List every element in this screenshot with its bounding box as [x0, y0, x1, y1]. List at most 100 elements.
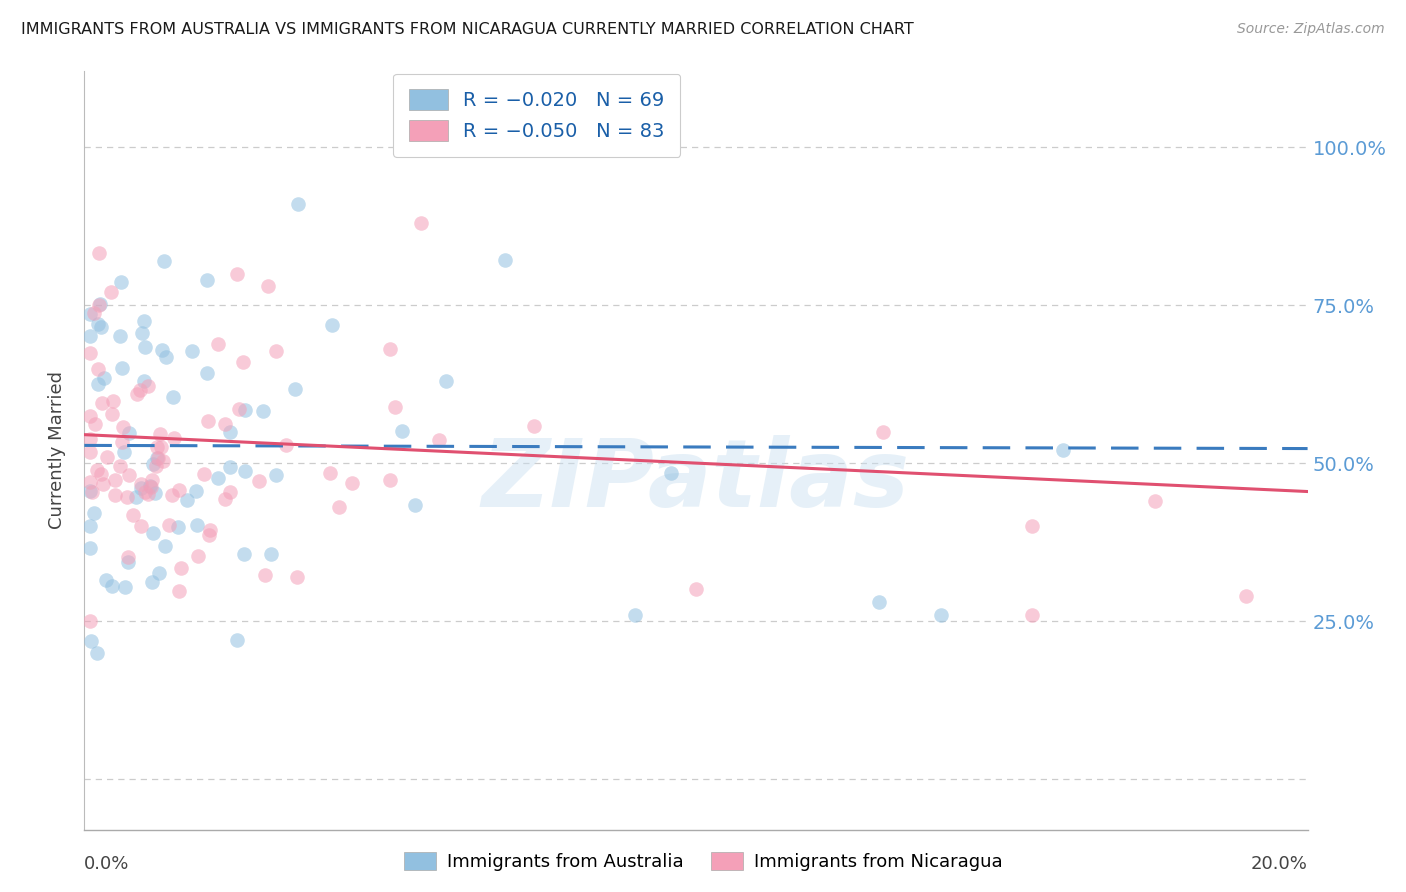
Point — [111, 361, 134, 376]
Point — [132, 375, 155, 389]
Point — [252, 404, 274, 418]
Point — [226, 633, 249, 648]
Point — [274, 438, 297, 452]
Point — [157, 518, 180, 533]
Point — [193, 467, 215, 481]
Point — [160, 488, 183, 502]
Point — [228, 402, 250, 417]
Point — [108, 459, 131, 474]
Legend: Immigrants from Australia, Immigrants from Nicaragua: Immigrants from Australia, Immigrants fr… — [396, 845, 1010, 879]
Point — [79, 445, 101, 459]
Point — [872, 425, 894, 439]
Point — [134, 313, 156, 327]
Point — [86, 376, 108, 391]
Point — [114, 580, 136, 594]
Point — [111, 419, 134, 434]
Point — [186, 517, 208, 532]
Y-axis label: Currently Married: Currently Married — [48, 371, 66, 530]
Point — [146, 450, 169, 465]
Point — [129, 481, 152, 495]
Point — [247, 474, 270, 488]
Point — [127, 387, 149, 401]
Point — [1236, 589, 1258, 603]
Point — [149, 426, 172, 441]
Point — [284, 382, 307, 396]
Point — [207, 471, 229, 485]
Point — [176, 493, 198, 508]
Point — [87, 246, 110, 260]
Point — [232, 355, 254, 369]
Point — [523, 419, 546, 434]
Point — [404, 498, 426, 512]
Point — [170, 561, 193, 575]
Point — [79, 614, 101, 628]
Point — [929, 607, 952, 622]
Point — [96, 450, 118, 464]
Point — [197, 415, 219, 429]
Point — [79, 519, 101, 533]
Point — [218, 460, 240, 475]
Text: 20.0%: 20.0% — [1251, 855, 1308, 873]
Point — [79, 345, 101, 359]
Point — [219, 484, 242, 499]
Point — [319, 466, 342, 480]
Point — [218, 425, 240, 439]
Point — [79, 432, 101, 446]
Point — [380, 343, 402, 357]
Point — [226, 267, 249, 281]
Point — [86, 463, 108, 477]
Point — [155, 539, 177, 553]
Point — [195, 273, 218, 287]
Text: Source: ZipAtlas.com: Source: ZipAtlas.com — [1237, 22, 1385, 37]
Point — [148, 566, 170, 580]
Point — [139, 480, 162, 494]
Point — [152, 454, 174, 468]
Point — [391, 424, 413, 438]
Point — [1021, 519, 1043, 533]
Point — [142, 526, 165, 541]
Point — [142, 457, 165, 471]
Point — [378, 473, 401, 487]
Point — [131, 326, 153, 340]
Point — [94, 573, 117, 587]
Point — [434, 374, 457, 388]
Point — [264, 468, 287, 483]
Point — [869, 595, 891, 609]
Point — [79, 634, 101, 648]
Point — [134, 340, 156, 354]
Text: 0.0%: 0.0% — [84, 855, 129, 873]
Point — [162, 390, 184, 404]
Point — [117, 467, 139, 482]
Point — [90, 319, 112, 334]
Point — [122, 508, 145, 522]
Point — [214, 417, 236, 431]
Point — [118, 425, 141, 440]
Point — [104, 487, 127, 501]
Point — [141, 473, 163, 487]
Point — [145, 458, 167, 473]
Point — [90, 467, 112, 481]
Point — [83, 507, 105, 521]
Point — [285, 570, 308, 584]
Point — [79, 475, 101, 489]
Point — [624, 607, 647, 622]
Point — [233, 403, 256, 417]
Point — [87, 298, 110, 312]
Point — [260, 547, 283, 561]
Point — [1021, 607, 1043, 622]
Point — [80, 485, 103, 500]
Point — [143, 485, 166, 500]
Point — [384, 401, 406, 415]
Point — [112, 445, 135, 459]
Point — [163, 431, 186, 445]
Point — [659, 466, 682, 480]
Point — [266, 343, 288, 358]
Point — [79, 484, 101, 499]
Point — [87, 361, 110, 376]
Point — [93, 370, 115, 384]
Point — [287, 197, 309, 211]
Point — [340, 475, 363, 490]
Point — [117, 555, 139, 569]
Point — [129, 476, 152, 491]
Point — [103, 393, 125, 408]
